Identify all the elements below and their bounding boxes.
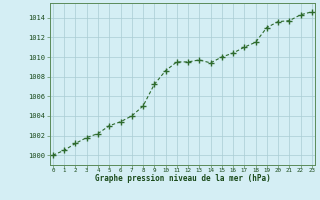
X-axis label: Graphe pression niveau de la mer (hPa): Graphe pression niveau de la mer (hPa) — [94, 174, 270, 183]
